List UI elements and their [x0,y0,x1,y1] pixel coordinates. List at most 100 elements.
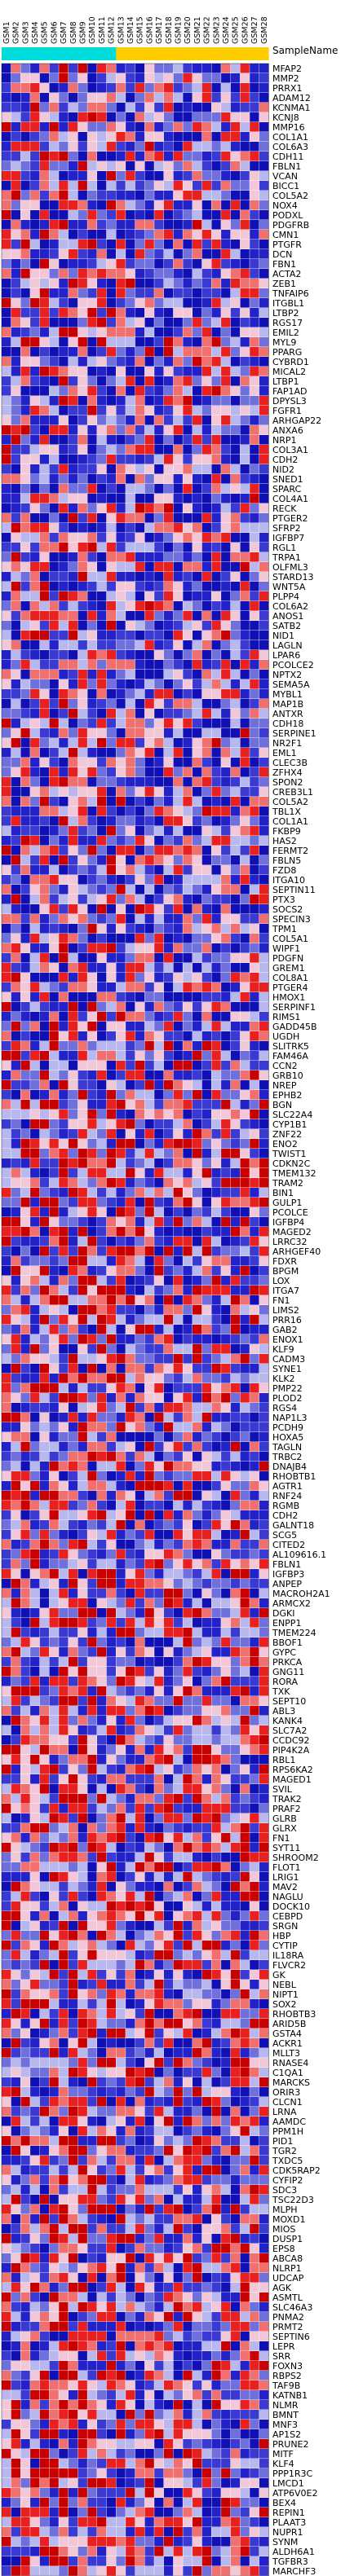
heatmap-cell [163,865,174,875]
heatmap-cell [193,181,202,191]
heatmap-cell [106,1432,116,1442]
heatmap-cell [193,670,202,679]
heatmap-cell [154,1716,164,1725]
heatmap-cell [250,1070,259,1080]
heatmap-cell [183,1442,193,1452]
heatmap-cell [59,924,69,934]
heatmap-cell [116,1550,126,1559]
heatmap-cell [259,895,269,904]
heatmap-cell [20,347,30,357]
heatmap-cell [126,1012,135,1022]
heatmap-cell [68,1637,78,1647]
heatmap-cell [259,93,269,103]
heatmap-cell [221,1305,231,1315]
heatmap-cell [201,1559,211,1569]
heatmap-cell [59,807,69,816]
heatmap-cell [2,1794,11,1804]
heatmap-cell [11,1530,20,1540]
heatmap-cell [77,1794,87,1804]
heatmap-cell [11,1471,20,1481]
heatmap-cell [20,1628,30,1637]
heatmap-cell [2,1716,11,1725]
heatmap-cell [59,132,69,142]
heatmap-cell [173,777,183,787]
heatmap-cell [259,1344,269,1354]
heatmap-cell [240,298,250,308]
heatmap-cell [39,474,50,484]
heatmap-cell [211,347,221,357]
heatmap-cell [87,1579,97,1589]
heatmap-cell [59,1149,69,1158]
heatmap-cell [97,83,107,93]
heatmap-cell [193,679,202,689]
heatmap-cell [201,865,211,875]
heatmap-cell [49,474,59,484]
heatmap-cell [68,1012,78,1022]
heatmap-cell [68,924,78,934]
heatmap-cell [163,1491,174,1501]
heatmap-cell [163,1559,174,1569]
heatmap-cell [240,1217,250,1227]
heatmap-cell [163,855,174,865]
heatmap-cell [116,631,126,640]
heatmap-cell [49,1168,59,1178]
heatmap-cell [193,1628,202,1637]
heatmap-cell [49,1422,59,1432]
heatmap-cell [39,934,50,943]
heatmap-cell [230,1344,241,1354]
heatmap-cell [201,640,211,650]
heatmap-cell [68,953,78,963]
heatmap-cell [116,1765,126,1774]
heatmap-cell [201,1462,211,1471]
heatmap-cell [68,670,78,679]
heatmap-cell [116,934,126,943]
heatmap-cell [97,1149,107,1158]
heatmap-cell [2,1110,11,1119]
heatmap-cell [20,748,30,758]
heatmap-cell [30,1765,40,1774]
heatmap-cell [97,1422,107,1432]
heatmap-cell [259,1276,269,1286]
heatmap-cell [20,1530,30,1540]
heatmap-cell [163,1462,174,1471]
sample-label: GSM1 [2,21,11,44]
heatmap-cell [154,1540,164,1550]
heatmap-cell [87,132,97,142]
heatmap-cell [77,1686,87,1696]
heatmap-cell [39,298,50,308]
heatmap-cell [230,1774,241,1784]
heatmap-cell [59,787,69,797]
heatmap-cell [154,1374,164,1383]
heatmap-cell [154,240,164,249]
heatmap-cell [259,1080,269,1090]
heatmap-cell [2,1246,11,1256]
heatmap-cell [163,367,174,376]
heatmap-cell [183,337,193,347]
heatmap-cell [106,552,116,562]
heatmap-cell [250,1237,259,1246]
heatmap-cell [201,1002,211,1012]
heatmap-cell [116,357,126,367]
heatmap-cell [230,474,241,484]
heatmap-cell [211,1491,221,1501]
heatmap-cell [201,1442,211,1452]
heatmap-cell [221,816,231,826]
heatmap-cell [59,484,69,494]
heatmap-cell [116,875,126,885]
heatmap-cell [144,1246,154,1256]
heatmap-cell [97,552,107,562]
heatmap-cell [20,327,30,337]
heatmap-cell [135,1657,145,1667]
heatmap-cell [183,621,193,631]
heatmap-cell [154,1696,164,1706]
heatmap-cell [163,963,174,973]
heatmap-cell [2,1628,11,1637]
heatmap-cell [250,210,259,220]
heatmap-cell [135,1765,145,1774]
heatmap-cell [39,738,50,748]
heatmap-cell [39,562,50,572]
heatmap-cell [240,171,250,181]
heatmap-cell [240,1755,250,1765]
heatmap-cell [20,1471,30,1481]
heatmap-cell [163,1344,174,1354]
